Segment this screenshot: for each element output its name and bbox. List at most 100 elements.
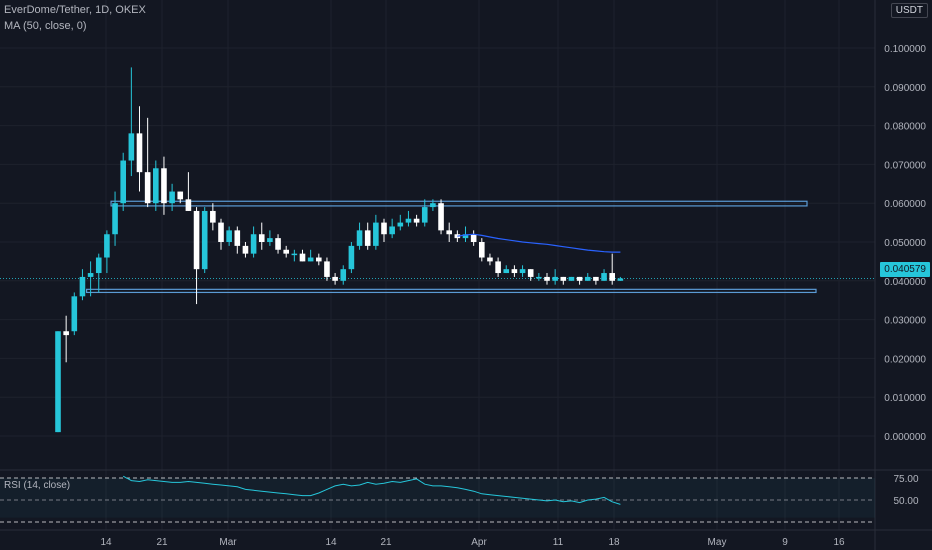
- x-tick-label: 14: [100, 537, 112, 548]
- y-tick-label: 0.010000: [884, 393, 926, 404]
- candle-body: [299, 253, 306, 262]
- y-tick-label: 0.030000: [884, 316, 926, 327]
- candle-body: [95, 257, 102, 274]
- candle-body: [169, 191, 175, 204]
- candle-body: [503, 269, 510, 274]
- candle-body: [258, 234, 265, 242]
- candle-body: [210, 210, 216, 223]
- candle-body: [193, 210, 200, 270]
- candle-body: [389, 226, 395, 235]
- x-tick-label: May: [708, 537, 727, 548]
- y-tick-label: 0.050000: [884, 238, 926, 249]
- candle-body: [120, 160, 126, 204]
- rsi-tick-label: 50.00: [893, 496, 918, 507]
- candle-body: [316, 257, 322, 262]
- candle-body: [446, 230, 452, 235]
- x-tick-label: 16: [833, 537, 845, 548]
- candle-body: [340, 269, 347, 281]
- candle-body: [617, 278, 624, 281]
- candle-body: [413, 218, 420, 223]
- x-tick-label: Mar: [219, 537, 237, 548]
- candle-body: [576, 276, 583, 281]
- x-tick-label: 21: [156, 537, 168, 548]
- candle-body: [511, 269, 518, 274]
- candle-body: [609, 273, 615, 281]
- current-price-badge: 0.040579: [880, 262, 930, 277]
- candle-body: [250, 234, 257, 254]
- candle-body: [283, 249, 289, 254]
- candle-body: [405, 218, 412, 223]
- candle-body: [112, 203, 118, 235]
- candle-body: [234, 230, 241, 246]
- candle-body: [430, 203, 436, 208]
- rsi-line: [122, 475, 621, 505]
- candle-body: [470, 234, 477, 242]
- candle-body: [397, 222, 404, 227]
- x-tick-label: 14: [325, 537, 337, 548]
- x-tick-label: 18: [608, 537, 620, 548]
- candle-body: [495, 261, 501, 274]
- ma50-line: [457, 233, 621, 253]
- candle-body: [601, 273, 607, 281]
- candle-body: [275, 238, 281, 250]
- candle-body: [519, 269, 526, 274]
- candle-body: [568, 276, 575, 281]
- x-tick-label: 11: [553, 537, 564, 548]
- candle-body: [55, 331, 61, 433]
- candle-body: [87, 273, 94, 277]
- candle-body: [479, 242, 485, 258]
- y-tick-label: 0.040000: [884, 277, 926, 288]
- candle-body: [71, 296, 78, 332]
- candle-body: [324, 261, 330, 277]
- candle-body: [332, 276, 338, 281]
- ma-legend[interactable]: MA (50, close, 0): [4, 20, 87, 32]
- candle-body: [373, 222, 379, 246]
- y-tick-label: 0.060000: [884, 199, 926, 210]
- candle-body: [242, 245, 249, 254]
- rsi-legend[interactable]: RSI (14, close): [4, 480, 71, 491]
- candle-body: [454, 234, 461, 239]
- candle-body: [544, 276, 550, 281]
- candle-body: [552, 276, 558, 281]
- candle-body: [153, 168, 159, 204]
- y-tick-label: 0.090000: [884, 83, 926, 94]
- candle-body: [128, 133, 135, 161]
- candle-body: [356, 230, 363, 246]
- x-tick-label: 9: [782, 537, 788, 548]
- candle-body: [560, 276, 567, 281]
- candle-body: [177, 191, 184, 200]
- x-tick-label: 21: [380, 537, 392, 548]
- y-tick-label: 0.070000: [884, 160, 926, 171]
- candle-body: [381, 222, 387, 235]
- candle-body: [144, 172, 151, 204]
- candle-body: [218, 222, 224, 242]
- y-tick-label: 0.000000: [884, 432, 926, 443]
- candle-body: [291, 253, 298, 256]
- candle-body: [161, 168, 167, 204]
- candle-body: [462, 234, 469, 239]
- rsi-band: [0, 478, 875, 518]
- candle-body: [267, 238, 273, 242]
- candle-body: [104, 234, 110, 258]
- candle-body: [593, 276, 599, 281]
- currency-unit-label[interactable]: USDT: [890, 3, 928, 18]
- support-resistance-zone: [110, 200, 808, 207]
- candle-body: [201, 210, 208, 270]
- candle-body: [364, 230, 371, 246]
- candle-body: [226, 230, 232, 242]
- y-tick-label: 0.020000: [884, 354, 926, 365]
- y-tick-label: 0.100000: [884, 44, 926, 55]
- x-tick-label: Apr: [471, 537, 487, 548]
- candle-body: [348, 245, 355, 270]
- support-resistance-zone: [85, 288, 817, 294]
- candle-body: [584, 276, 591, 281]
- candle-body: [63, 331, 69, 336]
- candle-body: [79, 276, 86, 297]
- candle-body: [527, 269, 534, 277]
- candle-body: [307, 257, 314, 262]
- rsi-tick-label: 75.00: [893, 474, 918, 485]
- candle-body: [421, 207, 428, 223]
- symbol-legend[interactable]: EverDome/Tether, 1D, OKEX: [4, 4, 146, 16]
- candle-body: [487, 257, 493, 262]
